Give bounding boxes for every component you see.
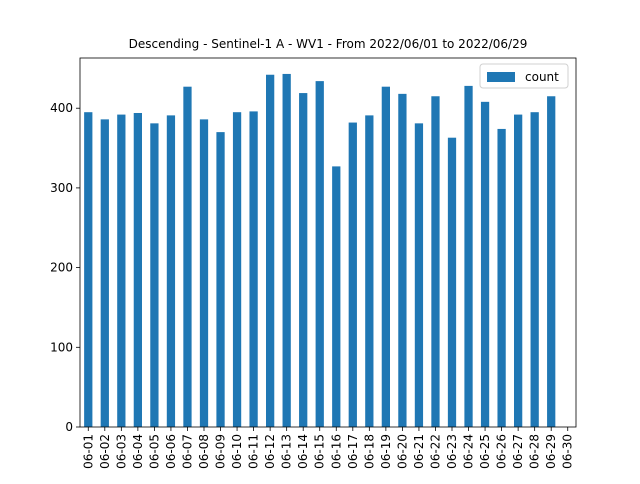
bar-06-28 [530,112,539,427]
x-tick-label: 06-01 [81,434,95,469]
x-tick-label: 06-24 [462,434,476,469]
bar-06-21 [414,123,424,427]
bar-06-17 [348,122,357,427]
bar-06-29 [547,96,556,428]
x-tick-label: 06-08 [197,434,211,469]
legend-label: count [525,70,559,84]
bar-06-15 [315,81,324,428]
x-tick-label: 06-29 [544,434,558,469]
bar-06-12 [266,74,275,427]
bar-06-22 [431,96,440,428]
x-tick-label: 06-09 [214,434,228,469]
x-tick-label: 06-04 [131,434,145,469]
x-tick-label: 06-07 [180,434,194,469]
bar-06-20 [398,93,407,428]
bar-06-26 [497,128,506,427]
x-tick-label: 06-18 [362,434,376,469]
x-tick-label: 06-25 [478,434,492,469]
x-tick-label: 06-21 [412,434,426,469]
axes-frame [79,57,577,428]
x-tick-label: 06-26 [495,434,509,469]
bar-06-24 [464,85,473,427]
bar-06-23 [447,137,457,427]
bar-06-25 [480,101,490,428]
bar-06-18 [365,115,374,427]
x-tick-label: 06-11 [247,434,261,469]
bar-06-08 [199,119,209,427]
bar-06-01 [84,112,93,427]
x-tick-label: 06-02 [98,434,112,469]
bar-06-16 [332,166,341,427]
bar-06-19 [381,86,390,427]
y-axis: 0 100 200 300 400 [50,101,80,434]
x-tick-label: 06-13 [280,434,294,469]
x-tick-label: 06-30 [561,434,575,469]
x-tick-label: 06-27 [511,434,525,469]
bar-06-09 [216,132,225,428]
axes-border [79,57,577,428]
bar-06-27 [514,114,523,427]
x-tick-label: 06-03 [114,434,128,469]
bars-group [84,73,556,428]
x-tick-label: 06-16 [329,434,343,469]
bar-06-13 [282,73,291,428]
y-tick-label: 400 [50,101,73,115]
y-tick-label: 0 [65,420,73,434]
x-tick-label: 06-10 [230,434,244,469]
x-tick-label: 06-19 [379,434,393,469]
chart-title: Descending - Sentinel-1 A - WV1 - From 2… [129,37,528,51]
y-tick-label: 100 [50,340,73,354]
bar-06-02 [100,119,109,427]
x-tick-label: 06-12 [263,434,277,469]
x-tick-label: 06-15 [313,434,327,469]
bar-06-05 [150,123,159,427]
bar-06-10 [232,112,242,427]
x-tick-label: 06-28 [528,434,542,469]
y-tick-label: 300 [50,181,73,195]
legend-swatch [487,72,515,82]
x-tick-label: 06-23 [445,434,459,469]
bar-06-11 [249,111,258,428]
x-tick-label: 06-17 [346,434,360,469]
bar-06-14 [299,93,308,427]
x-tick-label: 06-20 [395,434,409,469]
bar-06-07 [183,86,192,427]
bar-06-06 [166,115,176,427]
bar-06-04 [133,112,142,427]
y-tick-label: 200 [50,261,73,275]
x-tick-label: 06-06 [164,434,178,469]
legend: count [479,63,569,89]
x-tick-label: 06-05 [147,434,161,469]
x-tick-label: 06-22 [428,434,442,469]
x-tick-label: 06-14 [296,434,310,469]
x-axis: 06-01 06-02 06-03 06-04 06-05 06-06 06-07 06-08… [81,427,575,469]
bar-06-03 [117,114,126,427]
